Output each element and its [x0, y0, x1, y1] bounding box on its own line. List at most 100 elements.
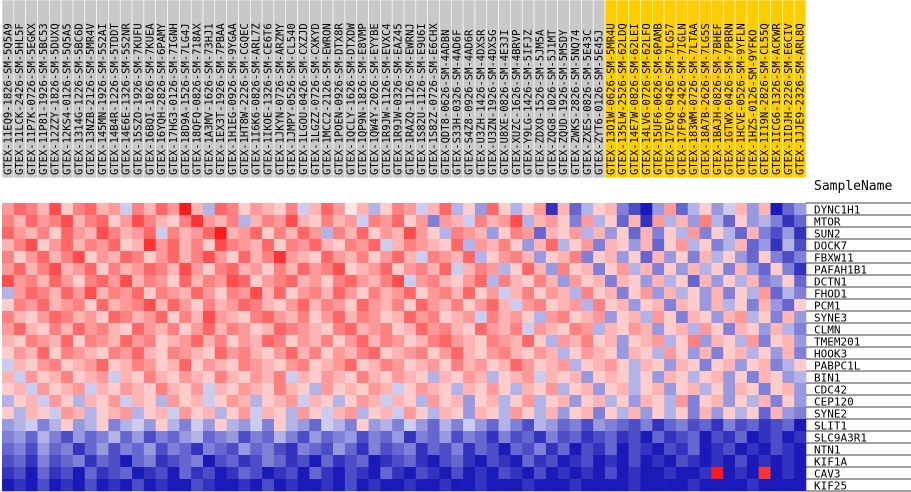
heatmap-cell — [96, 479, 109, 492]
heatmap-cell — [285, 347, 298, 360]
heatmap-cell — [427, 407, 440, 420]
heatmap-cell — [155, 335, 168, 348]
heatmap-cell — [285, 431, 298, 444]
heatmap-cell — [534, 203, 547, 216]
heatmap-cell — [37, 203, 50, 216]
heatmap-cell — [167, 287, 180, 300]
heatmap-cell — [273, 347, 287, 360]
heatmap-cell — [415, 407, 428, 420]
heatmap-cell — [49, 323, 62, 336]
heatmap-cell — [96, 203, 109, 216]
heatmap-cell — [628, 251, 641, 264]
column-label: GTEX-1JJE9-2326-SM-ARL8Q — [795, 23, 807, 175]
heatmap-cell — [226, 335, 239, 348]
heatmap-cell — [380, 443, 393, 456]
heatmap-cell — [285, 359, 298, 372]
heatmap-cell — [155, 467, 168, 480]
heatmap-cell — [2, 359, 15, 372]
heatmap-cell — [427, 335, 440, 348]
heatmap-cell — [155, 479, 168, 492]
heatmap-cell — [711, 251, 724, 264]
heatmap-cell — [735, 287, 748, 300]
heatmap-cell — [155, 371, 168, 384]
heatmap-cell — [404, 227, 417, 240]
heatmap-cell — [640, 227, 653, 240]
heatmap-cell — [640, 443, 653, 456]
heatmap-cell — [687, 431, 700, 444]
heatmap-cell — [474, 335, 488, 348]
heatmap-cell — [262, 479, 275, 492]
heatmap-cell — [711, 395, 724, 408]
row-label: NTN1 — [814, 444, 841, 457]
heatmap-cell — [628, 275, 641, 288]
heatmap-cell — [380, 479, 393, 492]
heatmap-cell — [581, 431, 594, 444]
column-label: GTEX-U8XE-0826-SM-4E3JI — [499, 30, 511, 175]
heatmap-cell — [285, 215, 298, 228]
heatmap-cell — [463, 287, 476, 300]
heatmap-cell — [179, 479, 192, 492]
heatmap-cell — [368, 395, 381, 408]
heatmap-cell — [652, 383, 665, 396]
heatmap-cell — [321, 275, 334, 288]
heatmap-cell — [545, 323, 558, 336]
heatmap-cell — [356, 443, 369, 456]
heatmap-cell — [368, 323, 381, 336]
heatmap-cell — [498, 455, 511, 468]
heatmap-cell — [723, 419, 736, 432]
heatmap-cell — [344, 479, 357, 492]
heatmap-cell — [214, 287, 227, 300]
heatmap-cell — [486, 287, 499, 300]
heatmap-cell — [167, 479, 180, 492]
heatmap-cell — [439, 251, 452, 264]
heatmap-cell — [758, 323, 771, 336]
heatmap-cell — [581, 275, 594, 288]
heatmap-cell — [569, 215, 582, 228]
heatmap-cell — [427, 251, 440, 264]
heatmap-cell — [628, 431, 641, 444]
heatmap-cell — [699, 215, 712, 228]
heatmap-cell — [309, 359, 322, 372]
heatmap-cell — [155, 251, 168, 264]
heatmap-cell — [84, 371, 97, 384]
heatmap-cell — [61, 323, 74, 336]
heatmap-cell — [605, 227, 618, 240]
heatmap-cell — [143, 275, 156, 288]
heatmap-cell — [616, 251, 629, 264]
heatmap-cell — [226, 263, 239, 276]
heatmap-cell — [675, 239, 689, 252]
heatmap-cell — [179, 431, 192, 444]
heatmap-cell — [569, 227, 582, 240]
heatmap-cell — [356, 383, 369, 396]
heatmap-cell — [344, 239, 357, 252]
heatmap-cell — [155, 311, 168, 324]
heatmap-cell — [451, 299, 464, 312]
heatmap-cell — [120, 335, 133, 348]
heatmap-cell — [628, 395, 641, 408]
row-label: PABPC1L — [814, 360, 861, 373]
heatmap-cell — [463, 431, 476, 444]
heatmap-cell — [794, 383, 807, 396]
heatmap-cell — [415, 275, 428, 288]
heatmap-cell — [404, 419, 417, 432]
heatmap-cell — [25, 311, 38, 324]
heatmap-cell — [203, 395, 216, 408]
heatmap-cell — [356, 419, 369, 432]
heatmap-cell — [155, 347, 168, 360]
heatmap-cell — [108, 263, 121, 276]
heatmap-cell — [321, 419, 334, 432]
heatmap-cell — [392, 407, 405, 420]
heatmap-cell — [699, 287, 712, 300]
heatmap-cell — [49, 335, 62, 348]
heatmap-cell — [203, 299, 216, 312]
heatmap-cell — [13, 407, 26, 420]
heatmap-cell — [699, 323, 712, 336]
column-label: GTEX-1S82Z-0726-SM-E6CHX — [428, 23, 440, 175]
heatmap-cell — [380, 311, 393, 324]
heatmap-cell — [782, 335, 795, 348]
heatmap-cell — [628, 479, 641, 492]
column-label: GTEX-18QFQ-0826-SM-718AX — [192, 23, 204, 175]
heatmap-cell — [770, 443, 783, 456]
heatmap-cell — [344, 359, 357, 372]
heatmap-cell — [675, 203, 689, 216]
